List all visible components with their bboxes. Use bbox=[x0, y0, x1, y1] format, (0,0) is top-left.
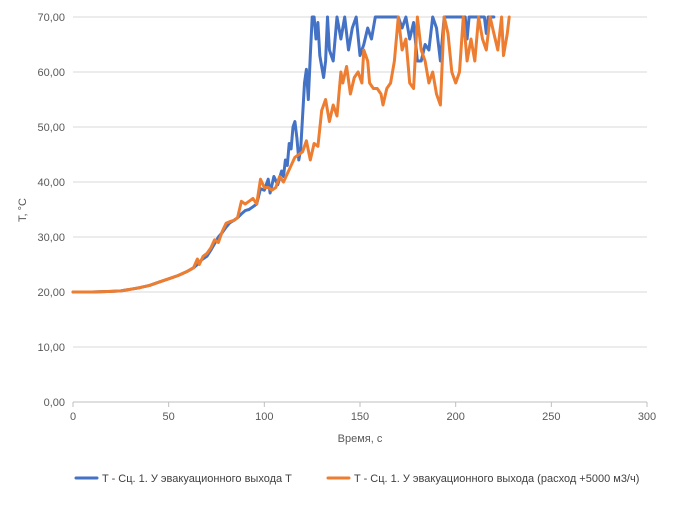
y-tick-label: 10,00 bbox=[37, 342, 65, 354]
y-tick-label: 40,00 bbox=[37, 177, 65, 189]
legend: T - Сц. 1. У эвакуационного выхода T T -… bbox=[74, 473, 639, 485]
legend-label-series-2: T - Сц. 1. У эвакуационного выхода (расх… bbox=[354, 473, 639, 485]
x-tick-label: 0 bbox=[70, 411, 76, 423]
series-line-2 bbox=[71, 15, 511, 294]
series-line-1 bbox=[71, 15, 496, 294]
y-tick-label: 30,00 bbox=[37, 232, 65, 244]
x-axis-title: Время, с bbox=[338, 433, 383, 445]
x-tick-label: 250 bbox=[542, 411, 560, 423]
x-axis-tick-labels: 0 50 100 150 200 250 300 bbox=[70, 411, 656, 423]
x-tick-label: 200 bbox=[446, 411, 464, 423]
legend-label-series-1: T - Сц. 1. У эвакуационного выхода T bbox=[102, 473, 292, 485]
y-axis-title: T, °C bbox=[17, 198, 29, 222]
y-tick-label: 60,00 bbox=[37, 67, 65, 79]
y-tick-label: 70,00 bbox=[37, 12, 65, 24]
gridlines bbox=[72, 16, 648, 407]
y-tick-label: 20,00 bbox=[37, 287, 65, 299]
y-tick-label: 0,00 bbox=[44, 397, 65, 409]
y-tick-label: 50,00 bbox=[37, 122, 65, 134]
x-tick-label: 150 bbox=[351, 411, 369, 423]
series-lines bbox=[71, 15, 511, 294]
x-tick-label: 300 bbox=[638, 411, 656, 423]
x-tick-label: 50 bbox=[163, 411, 175, 423]
x-tick-label: 100 bbox=[255, 411, 273, 423]
y-axis-tick-labels: 0,00 10,00 20,00 30,00 40,00 50,00 60,00 70,00 bbox=[37, 12, 65, 409]
